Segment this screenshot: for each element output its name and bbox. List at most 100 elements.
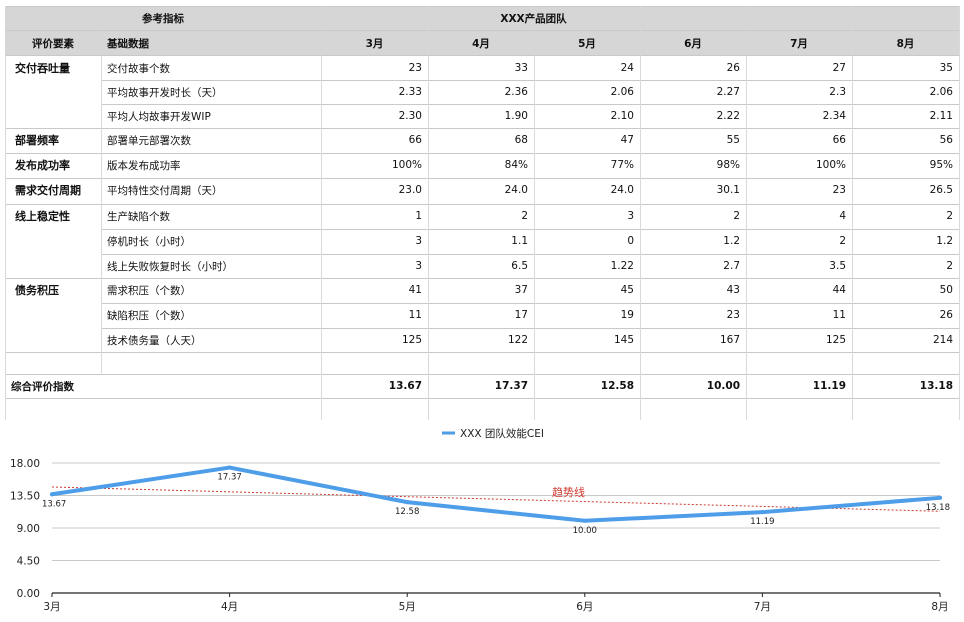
table-hline: [5, 55, 959, 56]
x-tick-label: 6月: [576, 601, 593, 613]
row-category: 债务积压: [15, 284, 59, 297]
table-hline: [5, 398, 959, 399]
data-point: [938, 495, 942, 500]
cei-line-chart: XXX 团队效能CEI 0.00 4.50 9.00 13.50 18.00 3月 4月 5…: [10, 427, 950, 613]
y-tick-label: 9.00: [17, 523, 40, 535]
table-vline: [534, 6, 535, 420]
table-cell-value: 2.3: [829, 86, 846, 98]
table-cell-value: 125: [825, 334, 846, 346]
table-cell-value: 24.0: [610, 184, 634, 196]
table-cell-value: 17: [514, 309, 528, 321]
table-cell-value: 6.5: [511, 260, 528, 272]
header-month: 3月: [321, 31, 428, 55]
total-row-label: 综合评价指数: [11, 380, 74, 393]
table-cell-value: 0: [627, 235, 634, 247]
table-cell-value: 2.34: [822, 110, 846, 122]
table-vline: [5, 6, 6, 420]
table-cell-value: 3: [415, 235, 422, 247]
table-cell-value: 26: [726, 62, 740, 74]
table-cell-value: 1.1: [511, 235, 528, 247]
row-metric-label: 版本发布成功率: [107, 159, 181, 172]
row-metric-label: 缺陷积压（个数）: [107, 309, 191, 322]
trendline: [51, 486, 941, 512]
legend-label: XXX 团队效能CEI: [460, 427, 544, 440]
row-category: 需求交付周期: [15, 184, 81, 197]
table-cell-value: 2: [946, 260, 953, 272]
x-tick-label: 3月: [43, 601, 60, 613]
metrics-table: 参考指标 XXX产品团队 评价要素 基础数据 3月 4月 5月 6月 7月 8月 交付吞吐量…: [5, 6, 960, 420]
x-tick-label: 4月: [221, 601, 238, 613]
table-cell-value: 26.5: [929, 184, 953, 196]
header-blank-7: [746, 7, 852, 30]
chart-legend: XXX 团队效能CEI: [442, 427, 544, 440]
header-reference-indicator: 参考指标: [5, 7, 321, 30]
data-point: [50, 492, 54, 497]
table-hline: [5, 30, 959, 31]
data-label: 13.67: [42, 499, 66, 509]
row-metric-label: 交付故事个数: [107, 62, 170, 75]
x-tick-label: 7月: [754, 601, 771, 613]
table-cell-value: 2: [521, 210, 528, 222]
series-line-cei: [50, 465, 942, 523]
table-cell-value: 2.27: [716, 86, 740, 98]
data-label: 11.19: [750, 517, 774, 527]
table-cell-value: 100%: [815, 159, 846, 171]
data-label: 12.58: [395, 507, 419, 517]
header-team-name: XXX产品团队: [321, 7, 746, 30]
table-hline: [101, 229, 959, 230]
table-cell-value: 84%: [504, 159, 528, 171]
row-category: 线上稳定性: [15, 210, 70, 223]
table-cell-value: 2.06: [929, 86, 953, 98]
data-labels: 13.67 17.37 12.58 10.00 11.19 13.18: [42, 473, 950, 536]
table-vline: [852, 6, 853, 420]
table-cell-value: 1.90: [504, 110, 528, 122]
data-label: 17.37: [217, 473, 241, 483]
table-cell-value: 11: [832, 309, 846, 321]
y-axis-ticks: 0.00 4.50 9.00 13.50 18.00: [10, 458, 40, 600]
table-cell-value: 37: [514, 284, 528, 296]
table-cell-value: 24: [620, 62, 634, 74]
table-vline: [101, 30, 102, 374]
table-cell-value: 167: [719, 334, 740, 346]
row-category: 部署频率: [15, 134, 59, 147]
data-point: [227, 465, 232, 470]
table-cell-value: 56: [939, 134, 953, 146]
table-vline: [959, 6, 960, 420]
table-cell-value: 23: [726, 309, 740, 321]
table-cell-value: 27: [832, 62, 846, 74]
data-label: 10.00: [573, 526, 597, 536]
table-cell-value: 24.0: [504, 184, 528, 196]
table-cell-value: 50: [939, 284, 953, 296]
table-cell-value: 33: [514, 62, 528, 74]
y-tick-label: 18.00: [10, 458, 40, 470]
table-cell-value: 23.0: [398, 184, 422, 196]
series-group: [50, 465, 942, 523]
row-metric-label: 平均故事开发时长（天）: [107, 86, 223, 99]
table-cell-value: 19: [620, 309, 634, 321]
table-cell-value: 98%: [716, 159, 740, 171]
row-metric-label: 平均特性交付周期（天）: [107, 184, 223, 197]
table-cell-value: 26: [939, 309, 953, 321]
data-label: 13.18: [926, 503, 950, 513]
table-cell-value: 2.7: [723, 260, 740, 272]
table-cell-value: 2.36: [504, 86, 528, 98]
y-tick-label: 0.00: [17, 588, 40, 600]
table-cell-value: 2.22: [716, 110, 740, 122]
table-hline: [5, 374, 959, 375]
trendline-group: 趋势线: [51, 485, 941, 512]
table-hline: [5, 153, 959, 154]
table-cell-value: 100%: [391, 159, 422, 171]
row-metric-label: 平均人均故事开发WIP: [107, 110, 211, 123]
total-row-value: 13.67: [388, 380, 422, 392]
row-metric-label: 需求积压（个数）: [107, 284, 191, 297]
table-cell-value: 55: [726, 134, 740, 146]
table-cell-value: 2: [946, 210, 953, 222]
row-metric-label: 停机时长（小时）: [107, 235, 191, 248]
row-metric-label: 部署单元部署次数: [107, 134, 191, 147]
table-cell-value: 68: [514, 134, 528, 146]
data-point: [760, 510, 765, 515]
table-cell-value: 214: [932, 334, 953, 346]
table-cell-value: 11: [408, 309, 422, 321]
table-cell-value: 2.11: [929, 110, 953, 122]
table-cell-value: 125: [401, 334, 422, 346]
